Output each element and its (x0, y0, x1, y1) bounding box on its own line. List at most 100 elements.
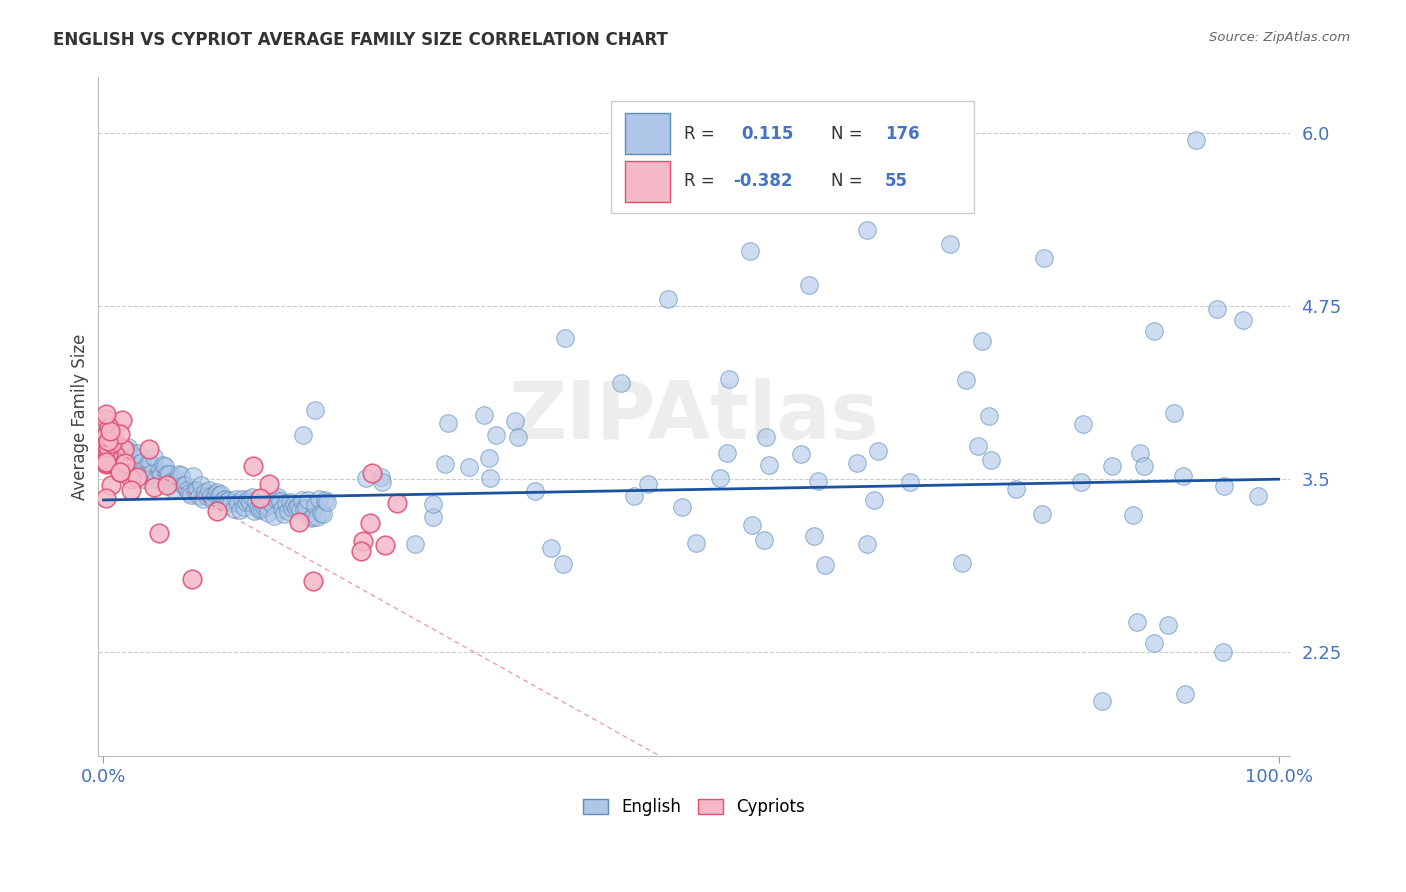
Point (159, 475, 181, 489)
Point (1232, 313, 1254, 327)
Point (111, 413, 134, 427)
Point (114, 456, 136, 470)
Point (152, 458, 174, 472)
Point (242, 504, 264, 518)
Point (186, 483, 208, 498)
Point (117, 441, 139, 455)
Point (111, 453, 134, 467)
Point (217, 494, 239, 508)
Point (977, 409, 1000, 423)
Point (112, 442, 135, 456)
Point (94, 457, 117, 471)
Text: 176: 176 (884, 125, 920, 143)
Point (97, 441, 120, 455)
Point (950, 556, 973, 570)
Point (166, 472, 188, 486)
Point (685, 536, 707, 550)
Point (163, 474, 186, 488)
Point (173, 478, 195, 492)
Point (287, 499, 309, 513)
Point (478, 451, 501, 466)
Point (758, 458, 780, 472)
Point (803, 529, 825, 543)
Point (155, 467, 177, 482)
Point (188, 489, 211, 503)
Point (623, 489, 645, 503)
Point (314, 492, 336, 507)
Point (273, 508, 295, 522)
Point (257, 506, 280, 520)
Point (228, 503, 250, 517)
Point (149, 467, 172, 481)
Point (222, 501, 245, 516)
Point (283, 497, 305, 511)
Point (1004, 482, 1026, 496)
Point (112, 443, 135, 458)
Point (315, 495, 337, 509)
Point (170, 467, 193, 482)
Point (938, 236, 960, 251)
Point (129, 456, 152, 470)
Point (153, 459, 176, 474)
Point (249, 491, 271, 505)
Legend: English, Cypriots: English, Cypriots (576, 791, 811, 822)
Point (204, 487, 226, 501)
Point (1247, 490, 1270, 504)
Point (352, 534, 374, 549)
Point (295, 500, 318, 515)
Point (208, 488, 231, 502)
Point (94, 446, 117, 460)
Point (302, 574, 325, 589)
Point (103, 430, 125, 444)
Point (139, 456, 162, 470)
Point (94, 436, 117, 450)
Point (1070, 475, 1092, 489)
FancyBboxPatch shape (624, 113, 671, 154)
Point (207, 504, 229, 518)
Point (145, 472, 167, 486)
Point (980, 453, 1002, 467)
Point (458, 459, 481, 474)
Text: 0.115: 0.115 (742, 125, 794, 143)
Point (1206, 301, 1229, 316)
Point (354, 471, 377, 485)
Point (148, 525, 170, 540)
Point (253, 500, 276, 515)
Point (101, 426, 124, 441)
Point (292, 427, 315, 442)
Point (172, 477, 194, 491)
Point (1143, 324, 1166, 338)
Point (846, 456, 869, 470)
Point (100, 478, 122, 492)
Point (264, 492, 287, 507)
Point (1143, 636, 1166, 650)
Point (135, 473, 157, 487)
Point (127, 446, 149, 460)
Point (191, 491, 214, 506)
Point (122, 450, 145, 464)
Point (305, 509, 328, 524)
Point (98, 424, 121, 438)
Point (1126, 615, 1149, 629)
Y-axis label: Average Family Size: Average Family Size (72, 334, 89, 500)
Point (304, 498, 326, 512)
Point (260, 497, 283, 511)
Point (967, 439, 990, 453)
Point (221, 496, 243, 510)
Point (240, 490, 263, 504)
Point (540, 541, 562, 556)
Point (304, 402, 326, 417)
Point (97, 420, 120, 434)
Point (94, 438, 117, 452)
Point (290, 502, 312, 516)
Point (97, 434, 120, 448)
Point (718, 372, 741, 386)
Point (741, 517, 763, 532)
Point (434, 458, 457, 472)
Point (898, 475, 921, 489)
Point (184, 483, 207, 497)
Point (200, 489, 222, 503)
Point (1122, 508, 1144, 522)
Point (955, 373, 977, 387)
Point (752, 533, 775, 548)
